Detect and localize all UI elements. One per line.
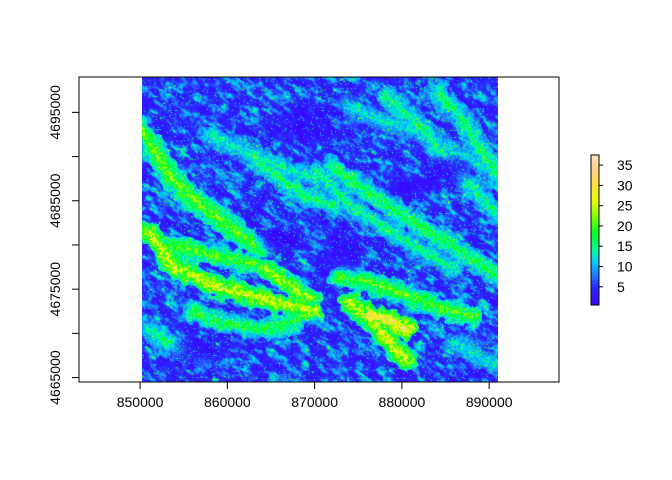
- legend-tick-label: 15: [617, 238, 633, 254]
- x-tick-label: 890000: [466, 394, 513, 410]
- y-tick-label: 4695000: [47, 85, 63, 140]
- y-tick-label: 4665000: [47, 350, 63, 405]
- y-tick-label: 4675000: [47, 262, 63, 317]
- x-axis: 850000 860000 870000 880000 890000: [117, 381, 513, 410]
- raster-image-group: [142, 77, 498, 382]
- legend-frame: [590, 154, 600, 306]
- raster-image: [142, 77, 498, 382]
- x-tick-label: 870000: [291, 394, 338, 410]
- legend-tick-label: 5: [617, 279, 625, 295]
- legend-tick-label: 25: [617, 198, 633, 214]
- legend-ticks: 5 10 15 20 25 30 35: [599, 157, 633, 295]
- x-tick-label: 880000: [379, 394, 426, 410]
- legend-color-ramp: [591, 155, 599, 305]
- y-tick-label: 4685000: [47, 173, 63, 228]
- legend-colorbar: 5 10 15 20 25 30 35: [590, 154, 633, 306]
- y-axis: 4665000 4675000 4685000 4695000: [47, 85, 80, 405]
- x-tick-label: 860000: [204, 394, 251, 410]
- legend-tick-label: 10: [617, 258, 633, 274]
- legend-tick-label: 35: [617, 157, 633, 173]
- legend-tick-label: 20: [617, 218, 633, 234]
- x-tick-label: 850000: [117, 394, 164, 410]
- legend-tick-label: 30: [617, 177, 633, 193]
